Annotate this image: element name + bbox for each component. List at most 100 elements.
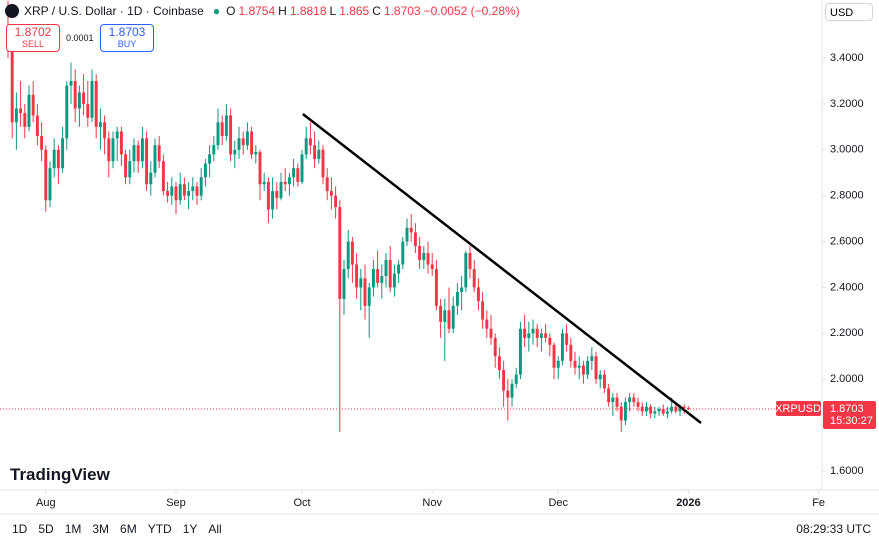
ohlc-label: O: [226, 4, 236, 18]
candle-body: [489, 328, 493, 338]
brand: TradingView: [10, 465, 110, 484]
candle-body: [661, 409, 665, 414]
ohlc-value: 1.8703: [383, 4, 421, 18]
candle-body: [283, 181, 287, 185]
candle-body: [535, 328, 539, 338]
symbol-title[interactable]: XRP / U.S. Dollar · 1D · Coinbase: [24, 4, 204, 18]
candle-body: [523, 328, 527, 338]
candle-body: [518, 328, 522, 375]
candle-body: [350, 241, 354, 265]
candle-body: [35, 115, 39, 137]
candle-body: [216, 122, 220, 146]
candle-body: [161, 161, 165, 192]
candle-body: [124, 154, 128, 178]
candle-body: [573, 360, 577, 368]
candle-body: [229, 115, 233, 155]
candle-body: [615, 397, 619, 407]
candle-body: [292, 168, 296, 178]
candle-body: [628, 397, 632, 403]
range-button[interactable]: 1Y: [182, 522, 198, 536]
sell-label: SELL: [21, 39, 45, 49]
candle-body: [430, 264, 434, 270]
candle-body: [565, 333, 569, 345]
candle-body: [329, 191, 333, 196]
candle-body: [384, 259, 388, 276]
y-tick-label: 3.4000: [830, 52, 864, 64]
trend-line: [302, 113, 702, 425]
candle-body: [472, 269, 476, 288]
candle-body: [304, 138, 308, 155]
range-button[interactable]: 1D: [12, 522, 28, 536]
candle-body: [581, 365, 585, 375]
candle-body: [128, 161, 132, 178]
candle-body: [82, 92, 86, 104]
y-tick-label: 2.6000: [830, 235, 864, 247]
x-tick-label: Fe: [812, 497, 825, 509]
candle-body: [212, 145, 216, 155]
candle-body: [31, 94, 35, 116]
buy-button[interactable]: 1.8703 BUY: [100, 24, 154, 52]
range-toolbar: 1D 5D 1M 3M 6M YTD 1Y All: [12, 522, 233, 536]
logo-icon: [5, 4, 19, 18]
range-button[interactable]: 6M: [120, 522, 137, 536]
candle-body: [443, 310, 447, 322]
candle-body: [338, 207, 342, 299]
candle-body: [220, 122, 224, 137]
candle-body: [98, 122, 102, 127]
candle-body: [166, 191, 170, 196]
candle-body: [145, 138, 149, 185]
candle-body: [296, 168, 300, 182]
candle-body: [262, 181, 266, 185]
candle-body: [632, 397, 636, 403]
candle-body: [77, 92, 81, 109]
sell-button[interactable]: 1.8702 SELL: [6, 24, 60, 52]
candle-body: [409, 227, 413, 233]
candle-body: [334, 195, 338, 208]
range-button[interactable]: YTD: [147, 522, 172, 536]
candle-body: [447, 310, 451, 329]
candle-body: [271, 191, 275, 210]
price-tag-value: 1.8703: [830, 403, 864, 415]
y-tick-label: 2.8000: [830, 190, 864, 202]
candle-body: [577, 365, 581, 368]
candle-body: [199, 177, 203, 196]
candle-body: [623, 402, 627, 421]
candle-body: [657, 409, 661, 412]
buy-label: BUY: [117, 39, 137, 49]
candle-body: [241, 138, 245, 146]
range-button[interactable]: 5D: [38, 522, 54, 536]
candle-body: [607, 388, 611, 403]
candle-body: [686, 407, 690, 409]
range-button[interactable]: All: [208, 522, 222, 536]
candle-body: [245, 131, 249, 146]
candle-body: [115, 131, 119, 139]
candle-body: [107, 138, 111, 162]
candle-body: [275, 191, 279, 198]
ohlc-value: 1.8754: [238, 4, 276, 18]
candle-body: [594, 356, 598, 380]
candle-body: [23, 113, 27, 127]
candle-body: [506, 390, 510, 398]
candle-body: [90, 80, 94, 118]
candle-body: [313, 145, 317, 159]
currency-select[interactable]: USD: [825, 3, 873, 21]
candle-body: [195, 186, 199, 196]
candle-body: [287, 177, 291, 185]
candle-body: [674, 406, 678, 412]
range-button[interactable]: 3M: [92, 522, 110, 536]
candle-body: [405, 227, 409, 242]
candle-body: [552, 344, 556, 368]
candle-body: [611, 397, 615, 403]
sell-price: 1.8702: [14, 25, 52, 39]
candle-body: [10, 46, 14, 123]
ohlc-label: L: [329, 4, 337, 18]
candle-body: [380, 275, 384, 283]
candle-body: [52, 149, 56, 169]
candle-body: [392, 273, 396, 288]
range-button[interactable]: 1M: [64, 522, 82, 536]
candle-body: [363, 278, 367, 306]
candle-body: [174, 186, 178, 201]
candle-body: [434, 269, 438, 306]
candle-body: [644, 406, 648, 412]
candle-body: [485, 319, 489, 329]
